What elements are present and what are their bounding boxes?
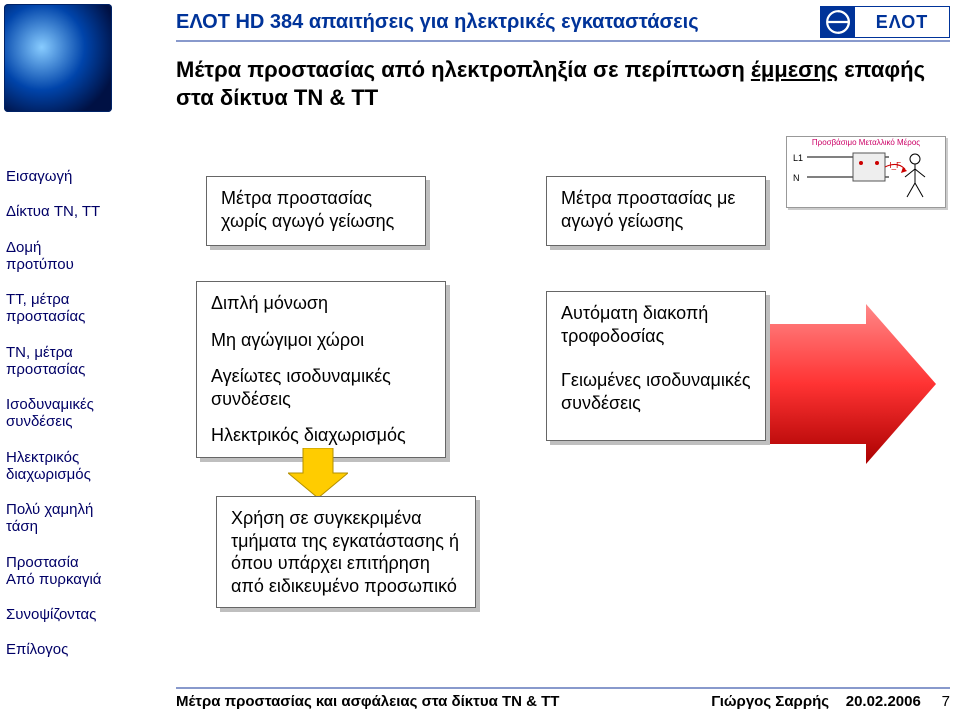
header-title: ΕΛΟΤ HD 384 απαιτήσεις για ηλεκτρικές εγ… bbox=[176, 11, 699, 34]
box-left-mid-line: Ηλεκτρικός διαχωρισμός bbox=[211, 424, 431, 447]
sidebar-item[interactable]: TT, μέτραπροστασίας bbox=[6, 291, 156, 326]
footer-right: Γιώργος Σαρρής 20.02.2006 7 bbox=[711, 693, 950, 710]
sidebar-item[interactable]: Συνοψίζοντας bbox=[6, 606, 156, 623]
elot-logo-text: ΕΛΟΤ bbox=[855, 12, 949, 33]
box-without-ground-methods: Διπλή μόνωση Μη αγώγιμοι χώροι Αγείωτες ισ… bbox=[196, 281, 446, 458]
miniframe-n: N bbox=[793, 173, 800, 183]
title-emph: έμμεσης bbox=[751, 57, 838, 82]
miniframe-if: I_F bbox=[889, 161, 901, 170]
mini-circuit-diagram: Προσβάσιμο Μεταλλικό Μέρος L1 N I_F bbox=[786, 136, 946, 208]
box-measures-without-ground: Μέτρα προστασίας χωρίς αγωγό γείωσης bbox=[206, 176, 426, 246]
box-right-mid-line: Αυτόματη διακοπή τροφοδοσίας bbox=[561, 302, 751, 347]
box-left-top-text: Μέτρα προστασίας χωρίς αγωγό γείωσης bbox=[221, 188, 394, 231]
elot-logo-icon bbox=[821, 7, 855, 37]
footer-left: Μέτρα προστασίας και ασφάλειας στα δίκτυ… bbox=[176, 693, 559, 710]
sidebar-nav: Εισαγωγή Δίκτυα TN, TT Δομήπροτύπου TT, μέτ… bbox=[6, 168, 156, 677]
footer-page: 7 bbox=[942, 693, 950, 710]
miniframe-l1: L1 bbox=[793, 153, 803, 163]
corner-image bbox=[4, 4, 112, 112]
footer-author: Γιώργος Σαρρής bbox=[711, 693, 829, 710]
box-bottom-text: Χρήση σε συγκεκριμένα τμήματα της εγκατά… bbox=[231, 508, 459, 596]
box-left-mid-line: Διπλή μόνωση bbox=[211, 292, 431, 315]
sidebar-item[interactable]: Ισοδυναμικέςσυνδέσεις bbox=[6, 396, 156, 431]
box-left-mid-line: Μη αγώγιμοι χώροι bbox=[211, 329, 431, 352]
box-right-top-text: Μέτρα προστασίας με αγωγό γείωσης bbox=[561, 188, 735, 231]
title-pre: Μέτρα προστασίας από ηλεκτροπληξία σε πε… bbox=[176, 57, 751, 82]
sidebar-item[interactable]: Εισαγωγή bbox=[6, 168, 156, 185]
sidebar-item[interactable]: Δομήπροτύπου bbox=[6, 239, 156, 274]
miniframe-svg bbox=[807, 151, 943, 205]
sidebar-item[interactable]: Πολύ χαμηλήτάση bbox=[6, 501, 156, 536]
sidebar-item[interactable]: Δίκτυα TN, TT bbox=[6, 203, 156, 220]
box-measures-with-ground: Μέτρα προστασίας με αγωγό γείωσης bbox=[546, 176, 766, 246]
miniframe-title: Προσβάσιμο Μεταλλικό Μέρος bbox=[787, 138, 945, 147]
footer: Μέτρα προστασίας και ασφάλειας στα δίκτυ… bbox=[176, 687, 950, 710]
header: ΕΛΟΤ HD 384 απαιτήσεις για ηλεκτρικές εγ… bbox=[176, 6, 950, 38]
slide-title: Μέτρα προστασίας από ηλεκτροπληξία σε πε… bbox=[176, 56, 950, 111]
sidebar-item[interactable]: TN, μέτραπροστασίας bbox=[6, 344, 156, 379]
box-left-mid-line: Αγείωτες ισοδυναμικές συνδέσεις bbox=[211, 365, 431, 410]
sidebar-item[interactable]: ΠροστασίαΑπό πυρκαγιά bbox=[6, 554, 156, 589]
footer-date: 20.02.2006 bbox=[846, 693, 921, 710]
content-area: Μέτρα προστασίας από ηλεκτροπληξία σε πε… bbox=[176, 56, 950, 676]
header-rule bbox=[176, 40, 950, 42]
box-usage-note: Χρήση σε συγκεκριμένα τμήματα της εγκατά… bbox=[216, 496, 476, 608]
elot-logo: ΕΛΟΤ bbox=[820, 6, 950, 38]
box-right-mid-line: Γειωμένες ισοδυναμικές συνδέσεις bbox=[561, 369, 751, 414]
arrow-right-icon bbox=[766, 304, 936, 464]
sidebar-item[interactable]: Ηλεκτρικόςδιαχωρισμός bbox=[6, 449, 156, 484]
arrow-down-icon bbox=[288, 448, 348, 498]
sidebar-item[interactable]: Επίλογος bbox=[6, 641, 156, 658]
box-with-ground-methods: Αυτόματη διακοπή τροφοδοσίας Γειωμένες ισ… bbox=[546, 291, 766, 441]
